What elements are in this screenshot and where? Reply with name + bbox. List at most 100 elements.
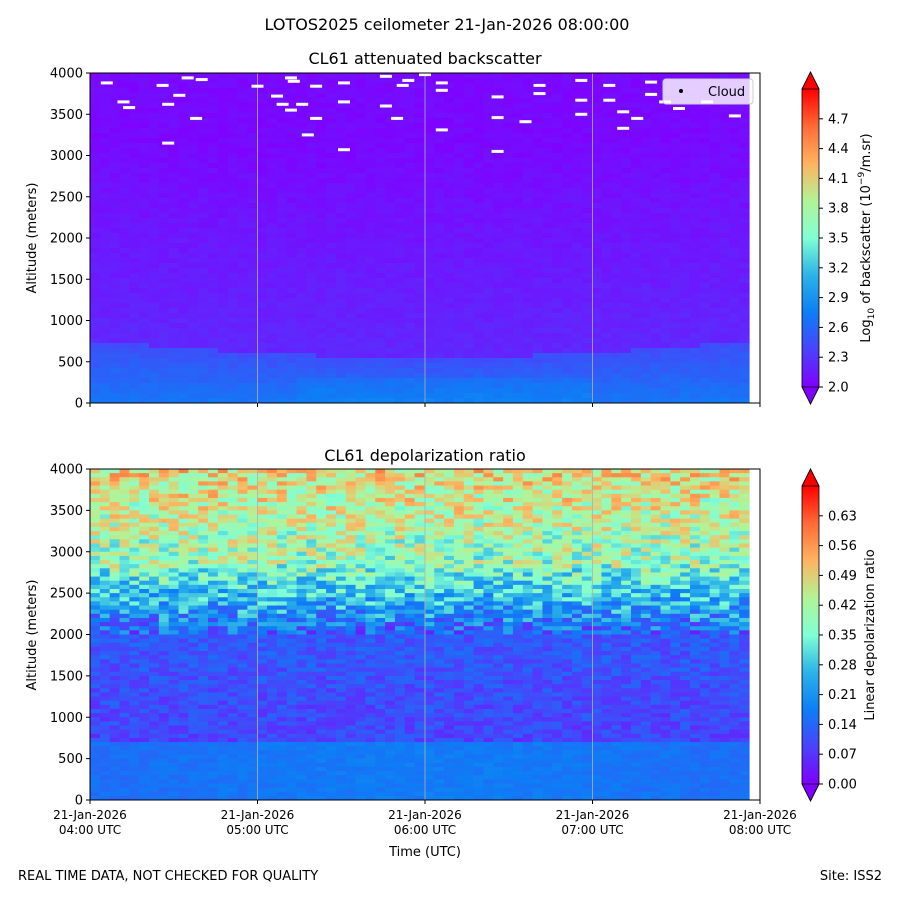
colorbar-tick-label: 0.21: [828, 688, 857, 703]
depolarization-colorbar: 0.00 0.07 0.14 0.21 0.28 0.35 0.42 0.49 0.56 0.63…: [801, 468, 878, 802]
y-tick-label: 2500: [50, 190, 83, 205]
x-tick-label-time: 04:00 UTC: [59, 823, 121, 837]
cloud-marker: [117, 100, 130, 104]
cloud-marker: [251, 84, 264, 88]
colorbar-tick-label: 4.1: [828, 172, 849, 187]
colorbar-tick-label: 2.0: [828, 381, 849, 396]
x-tick-label-date: 21-Jan-2026: [53, 808, 127, 822]
backscatter-y-ticks: 0 500 1000 1500 2000 2500 3000 3500 4000: [50, 67, 90, 412]
cloud-marker: [603, 83, 616, 87]
colorbar-tick-label: 0.07: [828, 748, 857, 763]
cloud-marker: [195, 78, 208, 82]
cloud-marker: [617, 110, 630, 114]
cloud-marker: [673, 107, 685, 110]
cloud-marker: [617, 126, 630, 130]
x-tick-label-time: 07:00 UTC: [561, 823, 623, 837]
depolarization-y-ticks: 0 500 1000 1500 2000 2500 3000 3500 4000: [50, 463, 90, 809]
y-tick-label: 1000: [50, 711, 83, 726]
cloud-marker: [519, 120, 532, 124]
colorbar-tick-label: 0.28: [828, 658, 857, 673]
depolarization-colorbar-fill: [802, 486, 819, 784]
backscatter-colorbar: 2.0 2.3 2.6 2.9 3.2 3.5 3.8 4.1 4.4 4.7 Log10 of …: [801, 71, 877, 405]
colorbar-tick-label: 2.3: [828, 351, 849, 366]
cloud-marker: [173, 93, 186, 97]
legend[interactable]: Cloud: [662, 78, 754, 105]
y-tick-label: 3000: [50, 545, 83, 560]
cloud-marker: [379, 74, 392, 78]
cloud-marker: [338, 81, 350, 85]
colorbar-tick-label: 4.7: [828, 112, 849, 127]
y-tick-label: 2000: [50, 628, 83, 643]
cloud-markers: [100, 73, 741, 153]
cloud-marker: [631, 116, 644, 120]
cloud-marker: [276, 102, 289, 106]
x-tick-label-time: 08:00 UTC: [729, 823, 791, 837]
cloud-marker: [285, 108, 297, 112]
figure-title: LOTOS2025 ceilometer 21-Jan-2026 08:00:0…: [265, 15, 630, 34]
cloud-marker: [575, 112, 588, 116]
cloud-marker: [338, 100, 350, 104]
cloud-marker: [396, 83, 409, 87]
backscatter-gridlines: [257, 73, 593, 403]
cloud-marker: [533, 83, 546, 87]
colorbar-tick-label: 0.63: [828, 509, 857, 524]
cloud-marker: [435, 128, 448, 132]
depolarization-ylabel: Altitude (meters): [25, 580, 40, 691]
colorbar-tick-label: 0.56: [828, 539, 857, 554]
backscatter-colorbar-ticks: 2.0 2.3 2.6 2.9 3.2 3.5 3.8 4.1 4.4 4.7: [819, 112, 849, 396]
depolarization-colorbar-extend-bottom: [801, 783, 820, 802]
cloud-marker: [338, 148, 350, 152]
quality-disclaimer: REAL TIME DATA, NOT CHECKED FOR QUALITY: [18, 869, 319, 884]
y-tick-label: 0: [75, 397, 83, 412]
backscatter-heatmap: [90, 73, 750, 403]
cloud-marker: [301, 133, 314, 137]
cloud-marker: [190, 116, 203, 120]
depolarization-heatmap: [90, 469, 750, 800]
y-tick-label: 2000: [50, 232, 83, 247]
cloud-marker: [162, 141, 175, 145]
y-tick-label: 1500: [50, 669, 83, 684]
legend-label: Cloud: [708, 85, 745, 100]
y-tick-label: 500: [58, 752, 83, 767]
x-tick-label-time: 06:00 UTC: [394, 823, 456, 837]
site-label: Site: ISS2: [819, 869, 882, 884]
colorbar-tick-label: 0.14: [828, 718, 857, 733]
cloud-marker: [575, 78, 588, 82]
x-tick-label-date: 21-Jan-2026: [388, 808, 462, 822]
y-tick-label: 4000: [50, 463, 83, 478]
cloud-marker: [491, 116, 504, 120]
cloud-marker: [435, 88, 448, 92]
cloud-marker: [310, 116, 323, 120]
cloud-marker: [533, 92, 546, 96]
cloud-marker: [419, 73, 431, 77]
cloud-marker: [491, 95, 504, 99]
backscatter-colorbar-extend-top: [801, 71, 820, 90]
cloud-marker: [123, 106, 136, 110]
colorbar-tick-label: 0.00: [828, 778, 857, 793]
depolarization-panel: CL61 depolarization ratio 0 500 1000 1500 20…: [25, 446, 797, 860]
cloud-marker: [271, 94, 283, 98]
cloud-marker: [645, 80, 658, 84]
cloud-marker: [181, 76, 194, 80]
cloud-marker: [162, 102, 175, 106]
backscatter-colorbar-fill: [802, 89, 819, 387]
colorbar-tick-label: 3.5: [828, 232, 849, 247]
colorbar-tick-label: 4.4: [828, 142, 849, 157]
depolarization-colorbar-ticks: 0.00 0.07 0.14 0.21 0.28 0.35 0.42 0.49 0.56 0.63: [819, 509, 857, 793]
y-tick-label: 3000: [50, 149, 83, 164]
colorbar-tick-label: 3.8: [828, 202, 849, 217]
y-tick-label: 1000: [50, 314, 83, 329]
y-tick-label: 0: [75, 794, 83, 809]
x-axis-label: Time (UTC): [388, 845, 461, 860]
y-tick-label: 500: [58, 355, 83, 370]
depolarization-colorbar-extend-top: [801, 468, 820, 487]
backscatter-x-ticks: [89, 403, 761, 407]
backscatter-panel: CL61 attenuated backscatter 0 500 1000 1500…: [25, 49, 761, 412]
legend-marker: [679, 89, 683, 93]
cloud-marker: [402, 78, 415, 82]
backscatter-colorbar-extend-bottom: [801, 386, 820, 405]
cloud-marker: [100, 81, 113, 85]
cloud-marker: [379, 104, 392, 108]
